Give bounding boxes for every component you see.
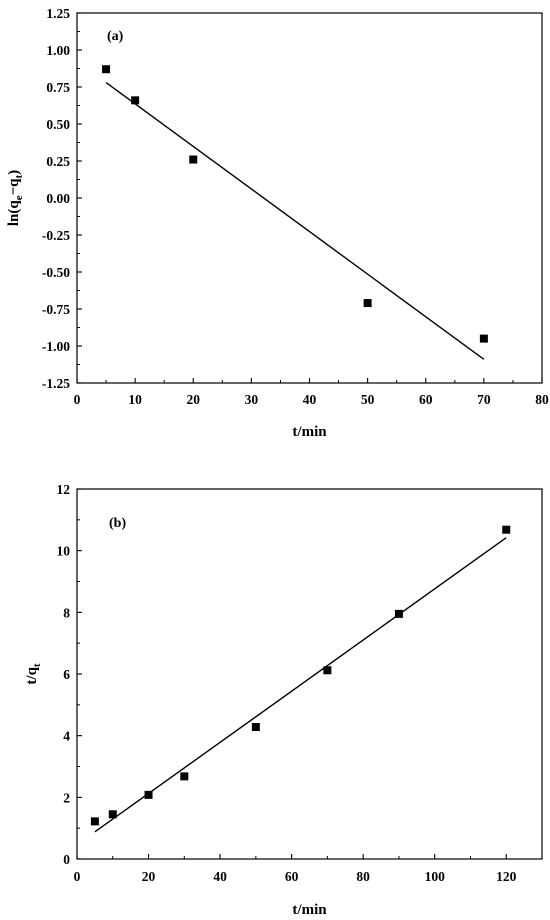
x-tick-label-b: 80 [356, 869, 370, 884]
panel-label-b: (b) [109, 516, 126, 531]
data-point-b [180, 772, 189, 781]
y-tick-label-a: 0.75 [46, 80, 70, 95]
y-axis-title-b-main: t/q [24, 666, 40, 684]
regression-line-b [94, 537, 507, 833]
x-axis-title-a: t/min [292, 424, 327, 440]
y-axis-title-b-sub: t [31, 663, 43, 667]
plot-frame-b [76, 488, 543, 860]
y-axis-title-a-main: ln(q [6, 200, 22, 227]
axis-ticks-b: 0 20 40 60 80 100 120 0 2 4 6 8 10 12 [57, 482, 517, 884]
y-tick-label-b: 6 [63, 667, 70, 682]
y-tick-label-a: 1.00 [46, 43, 70, 58]
y-tick-label-b: 10 [57, 544, 71, 559]
data-point-b [394, 609, 403, 618]
y-tick-label-b: 4 [63, 729, 70, 744]
x-tick-label-b: 20 [142, 869, 156, 884]
x-tick-label-b: 60 [285, 869, 299, 884]
y-tick-label-a: -0.50 [42, 265, 70, 280]
chart-panel-a: 0 10 20 30 40 50 60 70 80 -1.25 -1.00 -0.75 -0.50 -0.… [6, 6, 549, 440]
x-axis-title-b: t/min [292, 902, 327, 918]
x-tick-label-a: 80 [535, 392, 549, 407]
y-tick-label-a: 0.00 [46, 191, 70, 206]
y-axis-title-a-sub1: e [13, 195, 25, 200]
data-point-a [479, 334, 488, 343]
x-tick-label-a: 10 [128, 392, 142, 407]
y-tick-label-a: -0.75 [42, 302, 70, 317]
data-points-b [90, 525, 511, 826]
data-point-b [251, 723, 260, 732]
x-tick-label-b: 100 [425, 869, 446, 884]
x-tick-label-b: 0 [74, 869, 81, 884]
x-tick-label-a: 40 [303, 392, 317, 407]
x-tick-label-b: 120 [496, 869, 517, 884]
chart-panel-b: 0 20 40 60 80 100 120 0 2 4 6 8 10 12 (b) t/min t/qt [24, 482, 543, 918]
plot-frame-a [76, 12, 543, 384]
data-point-a [189, 155, 198, 164]
axis-ticks-a: 0 10 20 30 40 50 60 70 80 -1.25 -1.00 -0.75 -0.50 -0.… [42, 6, 549, 407]
data-point-a [363, 299, 372, 308]
x-tick-label-a: 30 [245, 392, 259, 407]
y-tick-label-a: -0.25 [42, 228, 70, 243]
y-axis-title-a-mid: −q [6, 178, 22, 196]
y-tick-label-a: 0.25 [46, 154, 70, 169]
data-point-b [323, 666, 332, 675]
y-axis-title-a-sub2: t [13, 175, 25, 179]
x-tick-label-a: 70 [477, 392, 491, 407]
y-tick-label-b: 12 [57, 482, 71, 497]
y-tick-label-a: 1.25 [46, 6, 70, 21]
y-axis-title-b: t/qt [24, 663, 43, 685]
data-point-b [90, 817, 99, 826]
y-tick-label-b: 0 [63, 852, 70, 867]
y-axis-title-a: ln(qe−qt) [6, 170, 25, 226]
fit-line-a [105, 81, 485, 360]
x-tick-label-a: 20 [187, 392, 201, 407]
x-tick-label-b: 40 [213, 869, 227, 884]
y-tick-label-a: 0.50 [46, 117, 70, 132]
x-tick-label-a: 50 [361, 392, 375, 407]
data-points-a [102, 65, 488, 343]
data-point-b [144, 790, 153, 799]
data-point-a [131, 96, 140, 105]
regression-line-a [105, 81, 485, 360]
data-point-a [102, 65, 111, 74]
fit-line-b [94, 537, 507, 833]
x-tick-label-a: 0 [74, 392, 81, 407]
y-axis-title-a-end: ) [6, 170, 22, 175]
y-tick-label-b: 2 [63, 790, 70, 805]
y-tick-label-b: 8 [63, 605, 70, 620]
data-point-b [108, 810, 117, 819]
data-point-b [502, 525, 511, 534]
y-tick-label-a: -1.00 [42, 339, 70, 354]
x-tick-label-a: 60 [419, 392, 433, 407]
y-tick-label-a: -1.25 [42, 376, 70, 391]
panel-label-a: (a) [107, 29, 124, 44]
